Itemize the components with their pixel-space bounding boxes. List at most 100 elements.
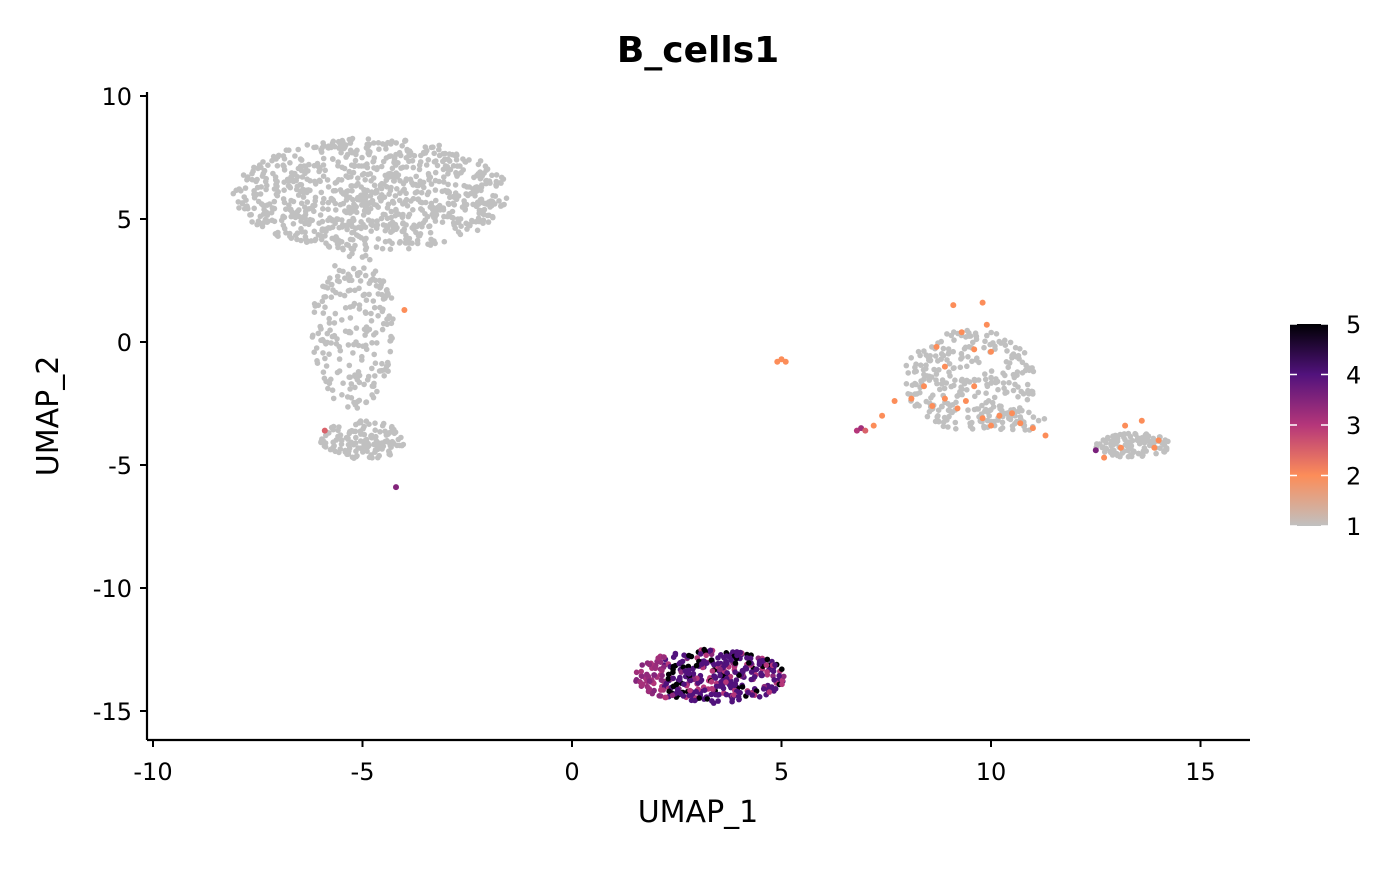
- data-point: [464, 184, 470, 190]
- data-point: [324, 339, 331, 346]
- data-point: [422, 217, 429, 223]
- data-point: [326, 320, 333, 326]
- data-point: [965, 354, 971, 360]
- data-point: [368, 452, 374, 458]
- data-point: [372, 277, 379, 284]
- data-point: [371, 304, 378, 311]
- data-point: [1161, 449, 1168, 455]
- data-point: [304, 176, 311, 182]
- data-point: [463, 191, 469, 197]
- data-point: [441, 174, 447, 180]
- data-point: [362, 177, 369, 183]
- data-point: [380, 278, 387, 284]
- data-point: [271, 198, 278, 205]
- data-point: [261, 168, 268, 174]
- data-point: [724, 660, 730, 667]
- data-point: [976, 359, 982, 366]
- data-point: [313, 345, 320, 351]
- data-point: [1004, 389, 1010, 396]
- data-point: [338, 177, 345, 183]
- data-point: [287, 184, 294, 191]
- data-point: [905, 370, 911, 376]
- data-point: [241, 205, 248, 212]
- data-point: [1120, 431, 1126, 438]
- data-point: [384, 321, 390, 328]
- data-point: [286, 202, 292, 208]
- data-point: [1094, 441, 1100, 447]
- data-point: [490, 214, 496, 221]
- data-point: [338, 437, 345, 444]
- data-point: [1023, 362, 1029, 369]
- highlight-point: [891, 398, 898, 404]
- data-point: [766, 689, 773, 695]
- data-point: [934, 380, 940, 387]
- highlight-point: [908, 395, 915, 402]
- data-point: [749, 692, 755, 698]
- data-point: [987, 407, 994, 414]
- data-point: [344, 222, 350, 228]
- data-point: [372, 360, 379, 367]
- data-point: [325, 199, 332, 206]
- data-point: [314, 160, 321, 167]
- data-point: [362, 246, 369, 253]
- data-point: [364, 377, 371, 383]
- data-point: [962, 344, 969, 351]
- data-point: [288, 235, 295, 241]
- data-point: [387, 246, 394, 252]
- data-point: [373, 244, 380, 250]
- data-point: [452, 182, 459, 188]
- data-point: [384, 184, 390, 190]
- data-point: [633, 669, 640, 676]
- data-point: [1012, 344, 1019, 351]
- data-point: [364, 448, 370, 455]
- data-point: [333, 207, 339, 213]
- data-point: [348, 381, 355, 387]
- data-point: [377, 368, 384, 374]
- data-point: [465, 221, 472, 228]
- data-point: [386, 191, 392, 197]
- data-point: [280, 153, 287, 159]
- data-point: [401, 228, 407, 235]
- y-tick-label: 0: [117, 329, 132, 357]
- data-point: [393, 162, 399, 168]
- data-point: [311, 228, 318, 235]
- data-point: [440, 158, 446, 165]
- colorbar-tick-label: 1: [1346, 513, 1361, 541]
- data-point: [676, 661, 682, 667]
- x-tick-label: 0: [564, 758, 579, 786]
- data-point: [484, 166, 491, 172]
- data-point: [1125, 430, 1132, 437]
- data-point: [411, 152, 418, 159]
- data-point: [335, 244, 341, 251]
- data-point: [418, 206, 424, 212]
- highlight-point: [983, 321, 990, 328]
- data-point: [344, 241, 350, 248]
- data-point: [302, 234, 309, 240]
- data-point: [951, 365, 957, 371]
- data-point: [416, 166, 423, 173]
- data-point: [1142, 432, 1149, 439]
- data-point: [496, 198, 502, 204]
- data-point: [485, 219, 492, 225]
- data-point: [374, 340, 380, 346]
- data-point: [953, 399, 959, 406]
- data-point: [1139, 439, 1146, 445]
- data-point: [373, 225, 380, 231]
- data-point: [362, 241, 369, 248]
- data-point: [322, 304, 328, 311]
- data-point: [302, 204, 308, 210]
- data-point: [414, 237, 421, 244]
- data-point: [371, 182, 378, 189]
- data-point: [419, 223, 425, 230]
- data-point: [312, 303, 319, 309]
- data-point: [771, 677, 777, 683]
- data-point: [370, 271, 377, 277]
- data-point: [418, 152, 424, 159]
- data-point: [319, 218, 326, 225]
- data-point: [331, 332, 338, 339]
- data-point: [756, 658, 763, 665]
- data-point: [1024, 396, 1031, 403]
- data-point: [503, 195, 510, 201]
- data-point: [276, 152, 282, 159]
- highlight-point: [1017, 420, 1024, 427]
